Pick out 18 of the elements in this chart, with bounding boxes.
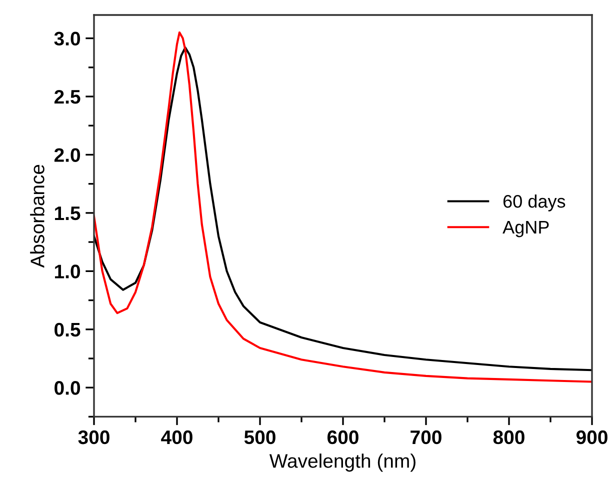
- legend-label: 60 days: [503, 194, 566, 212]
- x-axis-title: Wavelength (nm): [269, 454, 416, 472]
- x-tick-label: 800: [493, 430, 524, 444]
- y-tick-label: 0.0: [54, 381, 80, 395]
- x-tick-label: 600: [327, 430, 358, 444]
- y-tick-label: 2.5: [54, 90, 80, 104]
- legend-label: AgNP: [502, 221, 549, 238]
- y-tick-label: 2.0: [54, 148, 80, 162]
- y-tick-label: 3.0: [54, 32, 80, 46]
- x-tick-label: 500: [244, 430, 276, 444]
- x-tick-label: 900: [576, 430, 608, 444]
- x-tick-label: 300: [78, 430, 110, 444]
- y-tick-label: 0.5: [54, 322, 80, 337]
- x-tick-label: 700: [410, 430, 442, 444]
- y-tick-label: 1.0: [55, 264, 80, 278]
- x-tick-label: 400: [161, 430, 192, 444]
- y-tick-label: 1.5: [55, 206, 80, 220]
- y-axis-title: Absorbance: [30, 164, 44, 268]
